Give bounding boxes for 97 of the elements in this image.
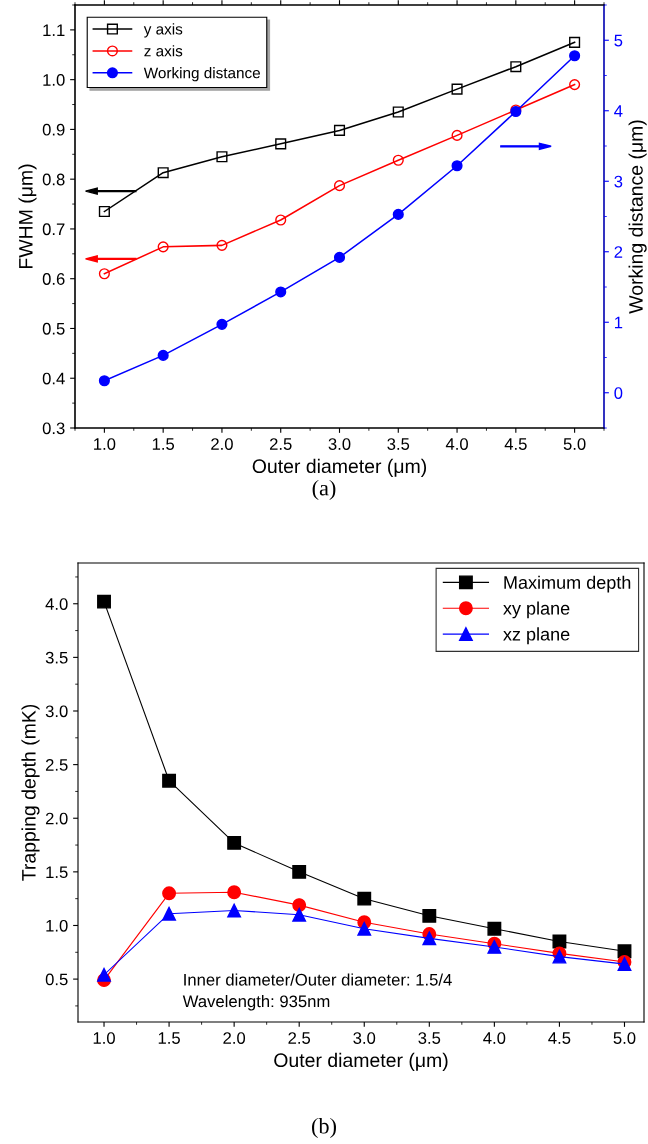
y-tick-label: 1.0 [46,919,68,932]
y-tick-label: 0.6 [42,273,65,285]
point [227,835,242,850]
y2-tick-label: 2 [614,246,623,258]
x-tick-label: 4.0 [483,1032,506,1044]
point [392,154,404,166]
y-tick-label: 2.0 [45,812,68,825]
point [392,208,404,220]
x-tick-label: 1.0 [94,438,116,450]
point [98,375,110,387]
legend-label: z axis [144,45,183,57]
y-tick-label: 3.0 [45,705,68,718]
point [451,83,463,95]
y-tick-label: 2.5 [45,759,68,771]
point [333,180,346,192]
point [569,36,581,48]
point [216,239,228,251]
point [275,286,287,298]
y-tick-label: 0.5 [45,973,68,986]
point [333,124,346,136]
point [157,167,169,179]
point [422,908,437,923]
x-tick-label: 2.5 [269,438,292,450]
point [97,967,111,982]
x-tick-label: 1.5 [158,1032,180,1044]
x-tick-label: 4.5 [504,438,527,450]
y-tick-label: 1.5 [46,866,68,879]
y-tick-label: 0.5 [42,322,65,335]
x-tick-label: 3.5 [418,1032,441,1044]
x-tick-label: 1.0 [93,1032,115,1044]
point [292,864,307,879]
text: (a) [312,479,336,501]
x-tick-label: 4.0 [445,438,468,450]
x-tick-label: 2.5 [288,1032,311,1044]
y2-tick-label: 5 [614,34,623,47]
x-tick-label: 5.0 [613,1032,636,1044]
x-tick-label: 5.0 [563,438,586,450]
point [392,106,404,118]
y2-axis-title: Working distance (μm) [628,120,647,314]
y-tick-label: 0.4 [42,372,65,385]
point [157,349,169,361]
point [357,891,372,906]
y-tick-label: 4.0 [45,598,68,610]
legend-label: y axis [143,23,183,38]
legend-label: Working distance [143,67,260,82]
point [216,151,228,163]
point [162,773,177,788]
x-axis-title: Outer diameter (μm) [274,1052,448,1071]
point [216,318,228,330]
x-tick-label: 4.5 [548,1032,571,1044]
x-tick-label: 2.0 [223,1032,246,1044]
point [292,898,307,913]
y-tick-label: 0.9 [42,123,65,136]
x-tick-label: 2.0 [211,438,233,450]
y-tick-label: 0.3 [42,422,65,435]
point [98,205,110,218]
legend-label: xy plane [503,601,570,619]
point [569,79,581,91]
point [162,906,177,921]
y-axis-title: Trapping depth (mK) [21,704,40,881]
y-tick-label: 1.1 [43,24,65,36]
x-tick-label: 1.5 [152,438,175,450]
y-axis-title: FWHM (μm) [18,164,37,269]
y-tick-label: 0.8 [42,173,65,186]
y-tick-label: 3.5 [45,651,68,664]
x-tick-label: 3.5 [387,438,410,450]
point [157,241,169,253]
point [510,61,522,73]
point [227,885,242,900]
y-tick-label: 1.0 [43,74,65,86]
y2-tick-label: 1 [614,316,623,329]
x-axis-title: Outer diameter (μm) [252,458,427,477]
point [451,160,463,172]
point [275,214,287,226]
y2-tick-label: 3 [614,175,623,188]
point [451,129,463,141]
point [552,934,567,949]
annotation: Inner diameter/Outer diameter: 1.5/4 Wavelength: 935nm [182,973,452,1011]
point [227,903,242,918]
point [292,907,307,922]
point [97,594,111,609]
text: (b) [312,1117,336,1139]
point [275,138,287,150]
point [569,50,581,62]
point [333,251,346,263]
point [422,931,437,946]
y2-tick-label: 4 [614,105,623,117]
y2-tick-label: 0 [614,387,623,399]
point [487,921,502,936]
point [162,886,177,901]
point [357,921,372,936]
y-tick-label: 0.7 [42,223,65,236]
legend-label: xz plane [503,627,570,645]
legend-label: Maximum depth [504,575,631,593]
x-tick-label: 3.0 [328,438,351,450]
point [98,268,110,280]
x-tick-label: 3.0 [353,1032,376,1044]
